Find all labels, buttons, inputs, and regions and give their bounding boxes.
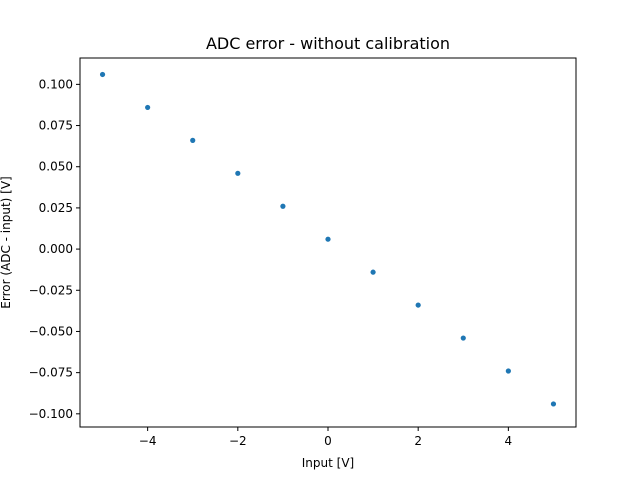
y-tick-label: 0.000	[39, 242, 73, 256]
y-tick-label: 0.100	[39, 77, 73, 91]
y-axis-ticks: −0.100 −0.075 −0.050 −0.025 0.000 0.025 0.050 0…	[29, 77, 80, 421]
data-point	[370, 269, 376, 275]
y-axis-label: Error (ADC - input) [V]	[0, 176, 13, 308]
data-point	[145, 104, 151, 111]
data-point	[280, 203, 286, 209]
y-tick-label: −0.075	[29, 366, 73, 380]
x-tick-label: −2	[229, 434, 247, 448]
x-axis-label: Input [V]	[302, 456, 354, 470]
x-tick-label: 2	[414, 434, 422, 448]
y-tick-label: −0.025	[29, 283, 73, 297]
y-tick-label: 0.075	[39, 119, 73, 133]
y-tick-label: 0.050	[39, 160, 73, 174]
data-point	[550, 401, 557, 407]
y-tick-label: −0.100	[29, 407, 73, 421]
data-point	[325, 236, 331, 242]
data-point	[235, 170, 241, 176]
data-point	[415, 302, 421, 308]
x-tick-label: 4	[505, 434, 513, 448]
data-point	[460, 335, 466, 341]
x-axis-ticks: −4 −2 0 2 4	[139, 427, 512, 448]
data-points	[99, 71, 557, 407]
x-tick-label: 0	[324, 434, 332, 448]
chart-title: ADC error - without calibration	[206, 34, 450, 53]
plot-area-frame	[79, 57, 577, 428]
data-point	[99, 71, 106, 78]
y-tick-label: −0.050	[29, 324, 73, 338]
x-tick-label: −4	[139, 434, 157, 448]
y-tick-label: 0.025	[39, 201, 73, 215]
data-point	[190, 137, 196, 143]
data-point	[505, 368, 511, 374]
